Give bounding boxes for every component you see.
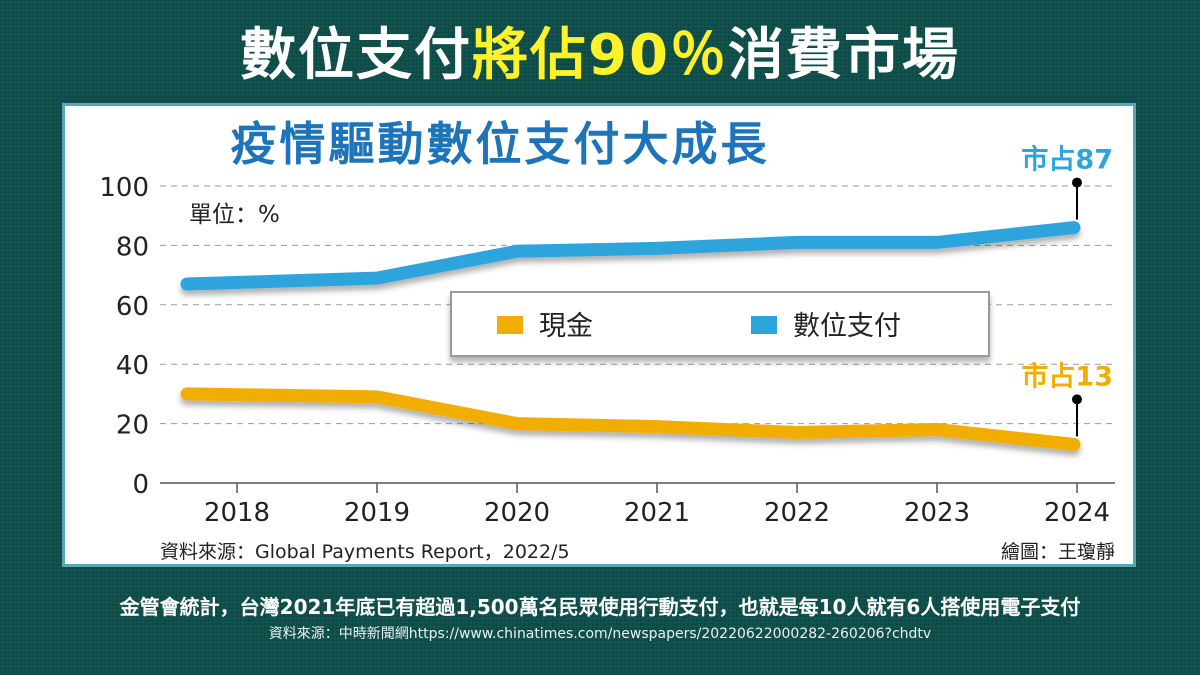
chart-source: 資料來源：Global Payments Report，2022/5: [160, 541, 570, 563]
x-axis-ticks: 2018 2019 2020 2021 2022 2023 2024: [204, 483, 1110, 528]
y-tick-label: 80: [116, 232, 149, 262]
footer-caption: 金管會統計，台灣2021年底已有超過1,500萬名民眾使用行動支付，也就是每10…: [119, 595, 1081, 619]
footer-source: 資料來源：中時新聞網https://www.chinatimes.com/new…: [268, 626, 932, 642]
x-tick-label: 2020: [484, 498, 550, 528]
headline-part3: 消費市場: [727, 23, 960, 88]
x-tick-label: 2018: [204, 498, 270, 528]
annotations: 市占87 市占13: [1021, 144, 1113, 437]
y-tick-label: 60: [116, 292, 149, 322]
y-axis-ticks: 0 20 40 60 80 100: [99, 173, 149, 500]
legend-box: [450, 291, 990, 357]
x-tick-label: 2019: [344, 498, 410, 528]
chart-credit: 繪圖：王瓊靜: [1001, 541, 1115, 563]
y-tick-label: 20: [116, 411, 149, 441]
series-layer: [180, 221, 1081, 451]
series-cash-line: [180, 387, 1081, 451]
legend: 現金 數位支付: [450, 291, 990, 357]
series-digital-line: [180, 221, 1081, 291]
x-tick-label: 2023: [904, 498, 970, 528]
annotation-pin-dot: [1072, 394, 1082, 405]
unit-label: 單位：%: [189, 202, 280, 228]
y-tick-label: 100: [99, 173, 149, 203]
annotation-pin-dot: [1072, 177, 1082, 188]
x-tick-label: 2021: [624, 498, 690, 528]
line-chart: 0 20 40 60 80 100 2018 2019 2020 2021 2022 2023 202…: [99, 117, 1115, 563]
headline-part1: 數位支付: [240, 23, 473, 88]
headline-highlight: 將佔90％: [472, 23, 728, 88]
annotation-label: 市占13: [1021, 360, 1113, 392]
y-tick-label: 0: [132, 470, 149, 500]
annotation-label: 市占87: [1021, 144, 1113, 176]
x-tick-label: 2022: [764, 498, 830, 528]
legend-label-cash: 現金: [539, 311, 593, 342]
y-tick-label: 40: [116, 351, 149, 381]
legend-swatch-digital: [751, 316, 777, 334]
legend-label-digital: 數位支付: [793, 311, 901, 342]
chart-panel: 0 20 40 60 80 100 2018 2019 2020 2021 2022 2023 202…: [62, 103, 1136, 567]
legend-swatch-cash: [497, 316, 523, 334]
headline: 數位支付將佔90％消費市場: [0, 14, 1200, 98]
x-tick-label: 2024: [1044, 498, 1110, 528]
chart-title: 疫情驅動數位支付大成長: [231, 117, 770, 171]
